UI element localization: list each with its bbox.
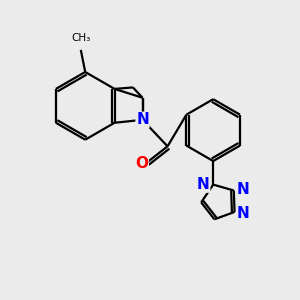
Text: N: N xyxy=(236,182,249,196)
Text: CH₃: CH₃ xyxy=(71,33,90,43)
Text: N: N xyxy=(136,112,149,127)
Text: O: O xyxy=(135,157,148,172)
Text: N: N xyxy=(197,177,210,192)
Text: N: N xyxy=(237,206,250,221)
